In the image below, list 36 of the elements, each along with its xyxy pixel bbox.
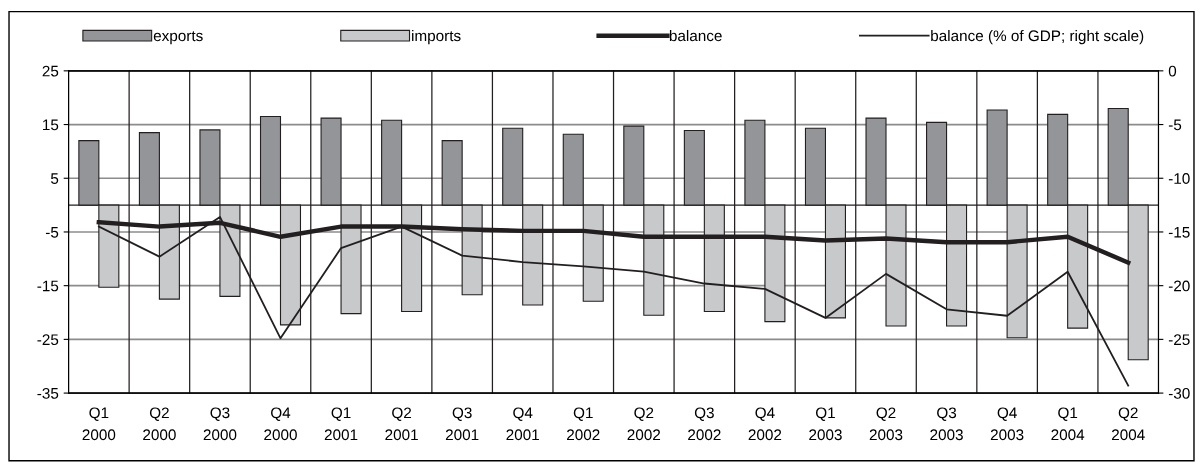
x-tick-label: Q4 2002 <box>748 407 782 441</box>
legend-label: exports <box>153 31 203 45</box>
x-tick-label: Q2 2003 <box>869 407 903 441</box>
y-tick-label: -5 <box>45 226 59 238</box>
y-tick-label: -15 <box>37 280 59 292</box>
y2-tick-label: -10 <box>1168 173 1190 184</box>
x-tick-label: Q2 2001 <box>385 407 418 441</box>
y2-tick-label: -20 <box>1168 280 1190 292</box>
legend-label: imports <box>412 29 461 45</box>
x-tick-label: Q3 2003 <box>930 407 963 441</box>
x-tick-label: Q1 2002 <box>567 407 600 441</box>
y2-tick-label: 0 <box>1168 65 1177 77</box>
y2-tick-label: -5 <box>1168 119 1182 131</box>
legend-label: balance <box>669 29 722 42</box>
x-tick-label: Q3 2002 <box>688 407 721 441</box>
x-tick-label: Q1 2004 <box>1051 407 1085 441</box>
x-tick-label: Q2 2000 <box>143 407 176 441</box>
x-tick-label: Q4 2003 <box>990 407 1024 441</box>
x-tick-label: Q2 2002 <box>627 407 661 441</box>
y-tick-label: 15 <box>43 119 59 131</box>
y-tick-label: -35 <box>37 387 59 399</box>
y-tick-label: -25 <box>37 334 59 346</box>
x-tick-label: Q3 2000 <box>203 407 237 441</box>
y2-tick-label: -15 <box>1168 226 1190 238</box>
x-tick-label: Q1 2003 <box>809 407 842 441</box>
x-tick-label: Q4 2000 <box>264 407 297 441</box>
x-tick-label: Q2 2004 <box>1111 407 1145 441</box>
y2-tick-label: -30 <box>1168 387 1190 399</box>
legend-label: balance (% of GDP; right scale) <box>931 29 1144 45</box>
x-tick-label: Q1 2000 <box>82 407 116 441</box>
y2-tick-label: -25 <box>1168 334 1190 346</box>
y-tick-label: 5 <box>50 173 59 184</box>
x-tick-label: Q4 2001 <box>506 407 539 441</box>
y-tick-label: 25 <box>42 65 59 77</box>
x-tick-label: Q1 2001 <box>324 407 358 441</box>
x-tick-label: Q3 2001 <box>445 407 479 441</box>
